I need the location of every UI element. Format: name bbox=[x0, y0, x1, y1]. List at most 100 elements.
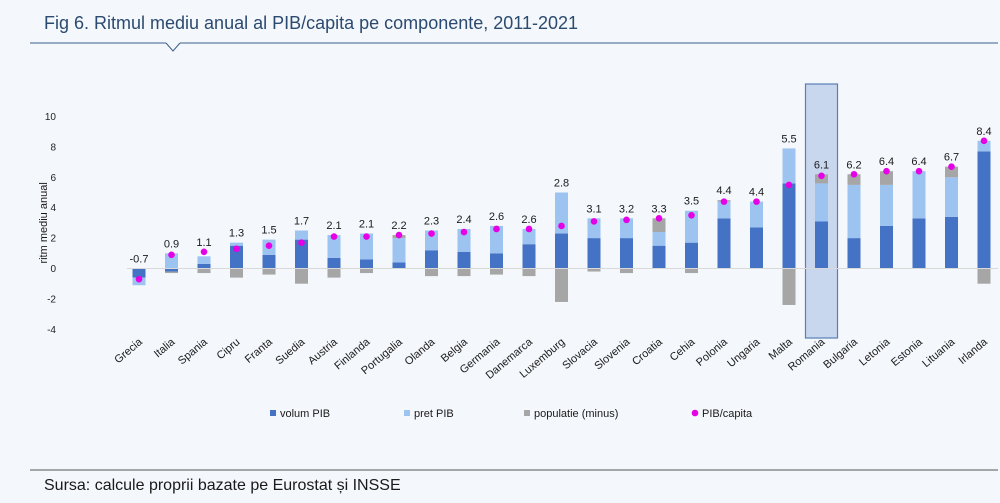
bar-populatie bbox=[490, 268, 503, 275]
data-label: 2.8 bbox=[554, 178, 569, 190]
bar-populatie bbox=[620, 268, 633, 274]
point-pib-capita bbox=[785, 181, 793, 189]
bar-populatie bbox=[360, 268, 373, 274]
data-label: 4.4 bbox=[716, 185, 731, 197]
bar-volum-pib bbox=[392, 262, 406, 269]
category-label: Lituania bbox=[920, 336, 958, 371]
data-label: 0.9 bbox=[164, 238, 179, 250]
data-label: 2.6 bbox=[521, 214, 536, 226]
data-label: 1.5 bbox=[261, 225, 276, 237]
point-pib-capita bbox=[265, 242, 273, 249]
y-tick-label: 0 bbox=[50, 264, 56, 275]
bar-pret-pib bbox=[847, 184, 861, 239]
bar-populatie bbox=[262, 268, 276, 275]
bar-pret-pib bbox=[750, 201, 763, 228]
bar-volum-pib bbox=[782, 183, 796, 269]
bar-pret-pib bbox=[782, 148, 796, 184]
y-tick-label: 8 bbox=[50, 142, 56, 153]
data-label: 3.5 bbox=[684, 196, 699, 208]
point-pib-capita bbox=[428, 230, 435, 237]
bar-pret-pib bbox=[977, 140, 991, 152]
bar-populatie bbox=[230, 268, 243, 278]
bar-pret-pib bbox=[652, 232, 666, 246]
data-label: 2.4 bbox=[456, 214, 471, 226]
bar-populatie bbox=[555, 268, 568, 302]
legend-marker bbox=[404, 410, 410, 416]
y-axis-label: ritm mediu anual bbox=[38, 182, 50, 263]
point-pib-capita bbox=[395, 231, 403, 239]
bar-pret-pib bbox=[522, 228, 536, 245]
bars-layer bbox=[127, 140, 998, 305]
bar-volum-pib bbox=[197, 263, 211, 269]
bar-populatie bbox=[977, 268, 991, 284]
point-pib-capita bbox=[363, 233, 370, 240]
bar-volum-pib bbox=[815, 221, 828, 269]
bar-pret-pib bbox=[165, 253, 178, 269]
point-pib-capita bbox=[688, 212, 695, 219]
y-tick-label: -4 bbox=[47, 325, 56, 336]
bar-volum-pib bbox=[490, 253, 503, 269]
bar-volum-pib bbox=[847, 238, 861, 269]
bar-pret-pib bbox=[945, 177, 958, 217]
point-pib-capita bbox=[915, 167, 923, 175]
data-label: 1.3 bbox=[229, 228, 244, 240]
category-label: Slovenia bbox=[592, 336, 633, 373]
source-note: Sursa: calcule proprii bazate pe Eurosta… bbox=[44, 477, 401, 494]
bar-volum-pib bbox=[295, 239, 308, 269]
bar-volum-pib bbox=[685, 242, 698, 269]
bar-populatie bbox=[165, 271, 178, 274]
category-label: Franta bbox=[243, 336, 276, 366]
bar-pret-pib bbox=[880, 184, 893, 226]
bar-pret-pib bbox=[620, 218, 633, 239]
data-label: 1.1 bbox=[196, 237, 211, 249]
bar-populatie bbox=[425, 268, 438, 277]
data-label: 8.4 bbox=[976, 126, 991, 138]
bar-populatie bbox=[685, 268, 698, 274]
category-label: Italia bbox=[152, 336, 178, 361]
category-label: Suedia bbox=[273, 336, 308, 368]
point-pib-capita bbox=[948, 163, 955, 170]
category-label: Irlanda bbox=[956, 336, 990, 367]
point-pib-capita bbox=[980, 137, 988, 145]
category-label: Croatia bbox=[630, 336, 666, 369]
legend-marker bbox=[691, 409, 699, 417]
figure-title: Fig 6. Ritmul mediu anual al PIB/capita … bbox=[44, 13, 578, 33]
data-label: 6.2 bbox=[846, 159, 861, 171]
point-pib-capita bbox=[460, 228, 468, 236]
category-label: Cipru bbox=[215, 336, 243, 362]
category-label: Bulgaria bbox=[821, 336, 860, 372]
point-pib-capita bbox=[200, 248, 208, 256]
data-label: 2.3 bbox=[424, 216, 439, 228]
category-label: Spania bbox=[176, 336, 211, 368]
bar-pret-pib bbox=[230, 242, 243, 246]
category-label: Polonia bbox=[694, 336, 730, 369]
data-label: 1.7 bbox=[294, 216, 309, 228]
data-label: 3.1 bbox=[586, 203, 601, 215]
bar-pret-pib bbox=[295, 230, 308, 240]
bar-pret-pib bbox=[457, 228, 471, 252]
point-pib-capita bbox=[135, 275, 143, 283]
category-label: Letonia bbox=[857, 336, 893, 369]
bar-pret-pib bbox=[717, 201, 731, 219]
bar-volum-pib bbox=[522, 244, 536, 269]
bar-populatie bbox=[945, 166, 958, 178]
bar-pret-pib bbox=[197, 256, 211, 264]
bar-volum-pib bbox=[230, 245, 243, 269]
y-tick-label: 6 bbox=[50, 173, 56, 184]
bar-volum-pib bbox=[165, 268, 178, 272]
point-pib-capita bbox=[493, 225, 500, 233]
y-tick-label: 10 bbox=[45, 112, 57, 123]
bar-populatie bbox=[652, 218, 666, 233]
point-pib-capita bbox=[720, 198, 728, 205]
point-pib-capita bbox=[753, 198, 760, 205]
legend: volum PIB pret PIB populatie (minus) PIB/ca… bbox=[270, 408, 753, 420]
bar-populatie bbox=[295, 268, 308, 284]
point-pib-capita bbox=[330, 233, 338, 240]
category-label: Grecia bbox=[112, 336, 145, 367]
frame-lines bbox=[30, 42, 998, 471]
bar-volum-pib bbox=[457, 251, 471, 269]
bar-populatie bbox=[457, 268, 471, 277]
